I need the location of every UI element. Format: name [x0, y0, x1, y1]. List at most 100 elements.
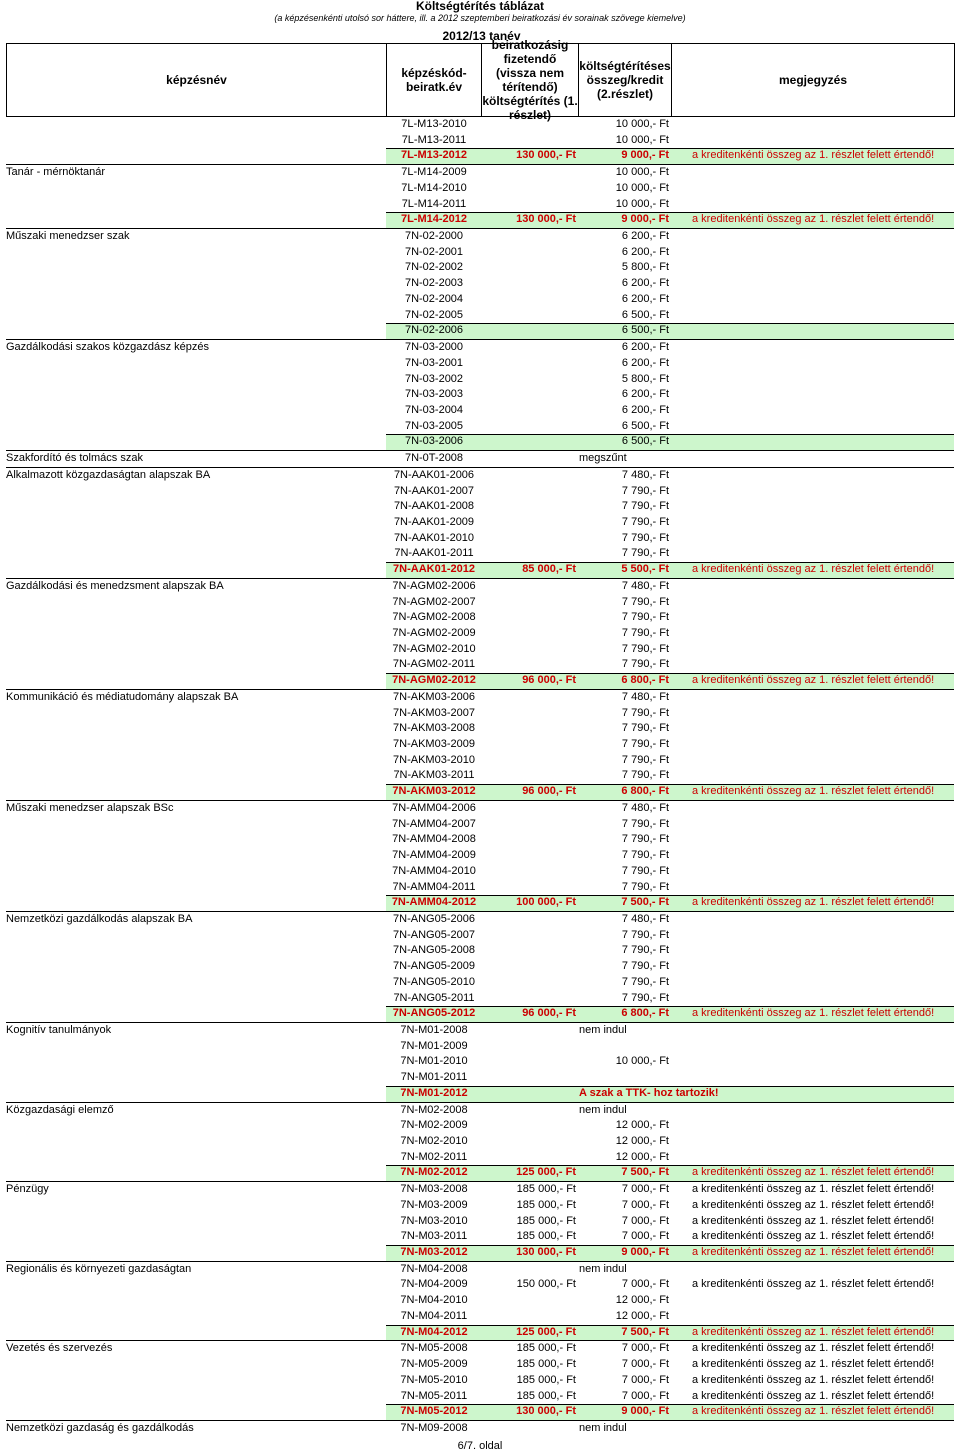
first-installment — [483, 1054, 576, 1070]
table-row: 7N-AKM03-2011 7 790,- Ft — [6, 768, 954, 784]
program-name — [6, 308, 386, 324]
program-code: 7N-ANG05-2011 — [393, 991, 475, 1004]
program-code: 7N-02-2000 — [404, 230, 464, 243]
credit-fee: 7 500,- Ft — [621, 1325, 669, 1338]
program-code: 7N-M03-2012 — [400, 1246, 468, 1259]
first-installment — [483, 642, 576, 658]
table-row: 7N-AGM02-2012 96 000,- Ft 6 800,- Ft a kred… — [6, 673, 954, 689]
credit-fee: 6 200,- Ft — [621, 245, 669, 258]
remark — [692, 595, 954, 611]
credit-fee: 6 200,- Ft — [621, 403, 669, 416]
program-code: 7N-AKM03-2010 — [393, 753, 475, 766]
remark: a kreditenkénti összeg az 1. részlet fel… — [692, 1389, 935, 1402]
remark — [692, 817, 954, 833]
program-name — [6, 546, 386, 562]
table-row: 7N-M04-2009 150 000,- Ft 7 000,- Ft a kredi… — [6, 1277, 954, 1293]
remark — [692, 419, 954, 435]
program-code: 7N-M01-2008 — [400, 1023, 468, 1036]
first-installment — [483, 276, 576, 292]
program-name — [6, 484, 386, 500]
program-code: 7N-AAK01-2011 — [394, 547, 474, 560]
program-name: Pénzügy — [6, 1183, 49, 1196]
program-code: 7N-AAK01-2012 — [393, 563, 475, 576]
table-row: 7N-M05-2010 185 000,- Ft 7 000,- Ft a kredi… — [6, 1373, 954, 1389]
program-name — [6, 1150, 386, 1166]
program-code: 7N-M05-2012 — [400, 1405, 468, 1418]
program-code: 7N-0T-2008 — [404, 452, 464, 465]
program-code: 7N-02-2003 — [404, 277, 464, 290]
table-row: 7N-M01-2012 A szak a TTK- hoz tartozik! — [6, 1085, 954, 1102]
row-highlight — [386, 895, 954, 911]
remark: a kreditenkénti összeg az 1. részlet fel… — [692, 149, 935, 162]
table-row: 7N-ANG05-2008 7 790,- Ft — [6, 943, 954, 959]
program-name — [6, 148, 386, 164]
credit-fee: 7 790,- Ft — [621, 864, 669, 877]
remark — [692, 753, 954, 769]
credit-fee: 7 790,- Ft — [621, 627, 669, 639]
program-code: 7N-AMM04-2012 — [391, 896, 477, 909]
program-name: Kommunikáció és médiatudomány alapszak B… — [6, 690, 239, 703]
remark — [692, 165, 954, 181]
remark — [692, 260, 954, 276]
credit-fee: A szak a TTK- hoz tartozik! — [579, 1086, 719, 1099]
first-installment — [483, 706, 576, 722]
remark — [692, 117, 954, 133]
remark — [692, 1421, 954, 1437]
first-installment — [483, 626, 576, 642]
first-installment — [483, 468, 576, 484]
row-highlight — [386, 434, 954, 451]
table-row: 7N-02-2004 6 200,- Ft — [6, 292, 954, 308]
program-code: 7N-M03-2008 — [400, 1183, 468, 1196]
first-installment: 130 000,- Ft — [516, 213, 576, 226]
program-code: 7N-03-2005 — [404, 419, 464, 432]
table-row: 7N-02-2006 6 500,- Ft — [6, 323, 954, 340]
remark: a kreditenkénti összeg az 1. részlet fel… — [692, 1198, 935, 1211]
fee-table: 7L-M13-2010 10 000,- Ft 7L-M13-2011 10 000,… — [6, 117, 954, 1437]
first-installment — [483, 1262, 576, 1278]
credit-fee: 10 000,- Ft — [615, 118, 669, 130]
page-subtitle: (a képzésenkénti utolsó sor háttere, ill… — [274, 13, 686, 23]
program-code: 7N-M04-2008 — [400, 1262, 468, 1275]
first-installment — [483, 1118, 576, 1134]
remark — [692, 434, 954, 450]
table-row: Tanár - mérnöktanár 7L-M14-2009 10 000,- F… — [6, 164, 954, 181]
row-highlight — [386, 1165, 954, 1182]
program-code: 7N-03-2004 — [404, 403, 464, 416]
program-code: 7N-M04-2010 — [400, 1294, 468, 1307]
credit-fee: 7 000,- Ft — [621, 1278, 669, 1291]
table-row: 7N-AKM03-2012 96 000,- Ft 6 800,- Ft a kred… — [6, 784, 954, 800]
remark — [692, 626, 954, 642]
program-name — [6, 959, 386, 975]
credit-fee: 12 000,- Ft — [615, 1150, 669, 1163]
credit-fee: 7 500,- Ft — [621, 896, 669, 909]
row-highlight — [386, 323, 954, 340]
first-installment: 85 000,- Ft — [522, 563, 576, 576]
table-row: 7N-AKM03-2010 7 790,- Ft — [6, 753, 954, 769]
remark — [692, 372, 954, 388]
credit-fee: 12 000,- Ft — [615, 1294, 669, 1307]
remark: a kreditenkénti összeg az 1. részlet fel… — [692, 1230, 935, 1243]
program-code: 7N-M02-2010 — [400, 1135, 468, 1147]
remark — [692, 959, 954, 975]
first-installment: 125 000,- Ft — [516, 1325, 576, 1338]
remark: a kreditenkénti összeg az 1. részlet fel… — [692, 1405, 935, 1418]
program-name — [6, 880, 386, 896]
program-name — [6, 1070, 386, 1086]
row-highlight — [386, 784, 954, 800]
remark — [692, 991, 954, 1007]
program-name: Regionális és környezeti gazdaságtan — [6, 1262, 192, 1275]
table-row: 7N-M01-2010 10 000,- Ft — [6, 1054, 954, 1070]
first-installment: 150 000,- Ft — [516, 1278, 576, 1291]
credit-fee: 7 790,- Ft — [621, 833, 669, 846]
program-code: 7N-AGM02-2008 — [392, 611, 476, 624]
program-name — [6, 943, 386, 959]
first-installment: 96 000,- Ft — [522, 674, 576, 687]
program-name — [6, 610, 386, 626]
credit-fee: 7 480,- Ft — [621, 579, 669, 592]
credit-fee: 7 790,- Ft — [621, 515, 669, 528]
table-row: Regionális és környezeti gazdaságtan 7N-M… — [6, 1260, 954, 1278]
program-code: 7N-ANG05-2009 — [393, 960, 475, 973]
table-row: Nemzetközi gazdaság és gazdálkodás 7N-M09… — [6, 1419, 954, 1437]
first-installment — [483, 832, 576, 848]
program-code: 7N-03-2003 — [404, 388, 464, 401]
